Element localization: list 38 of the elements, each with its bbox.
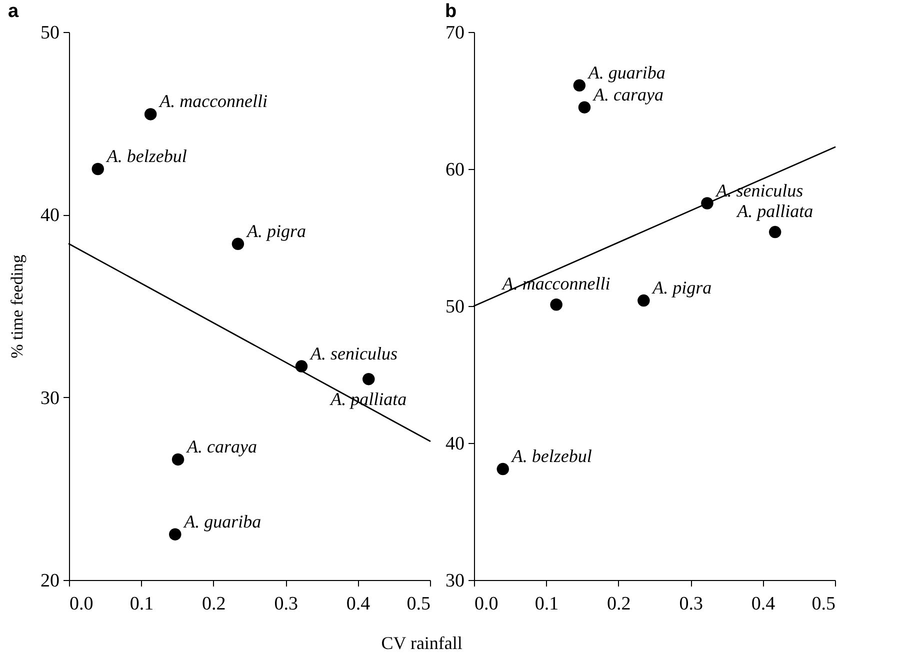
annotation: A. caraya — [592, 84, 664, 104]
x-tick-label: 0.5 — [812, 594, 836, 614]
annotation: A. palliata — [330, 389, 407, 410]
x-tick-label: 0.3 — [274, 594, 298, 614]
y-tick-label: 40 — [40, 205, 60, 226]
annotation: A. pigra — [246, 220, 306, 241]
x-tick-label: 0.0 — [474, 594, 498, 614]
y-tick-label: 50 — [446, 296, 464, 318]
annotation: A. belzebul — [510, 446, 592, 466]
annotation: A. palliata — [736, 201, 814, 222]
y-tick-label: 30 — [446, 570, 464, 592]
annotation: A. belzebul — [106, 146, 187, 166]
y-tick-label: 20 — [40, 570, 60, 592]
x-tick-label: 0.2 — [607, 594, 631, 614]
y-tick-label: 40 — [446, 434, 464, 454]
annotation: A. caraya — [186, 436, 258, 456]
x-tick-label: 0.1 — [130, 594, 154, 614]
y-axis-title: % time feeding — [8, 254, 26, 358]
y-tick-label: 60 — [446, 160, 464, 180]
annotation: A. macconnelli — [158, 91, 268, 112]
x-tick-label: 0.2 — [202, 594, 226, 614]
y-tick-label: 50 — [40, 22, 60, 44]
x-axis-title: CV rainfall — [381, 633, 462, 653]
x-tick-label: 0.0 — [70, 594, 94, 614]
annotation: A. guariba — [183, 511, 262, 532]
x-tick-label: 0.1 — [534, 594, 559, 614]
y-tick-label: 70 — [446, 22, 464, 44]
chart-title: b — [445, 1, 457, 22]
chart-title: a — [8, 1, 19, 22]
annotation: A. guariba — [587, 62, 666, 82]
y-tick-label: 30 — [40, 388, 60, 409]
x-tick-label: 0.5 — [406, 594, 430, 614]
x-tick-label: 0.4 — [346, 594, 371, 614]
x-tick-label: 0.4 — [751, 594, 776, 614]
x-tick-label: 0.3 — [679, 594, 703, 614]
annotation: A. seniculus — [309, 343, 398, 364]
annotation: A. pigra — [652, 278, 712, 298]
annotation: A. macconnelli — [501, 274, 610, 294]
